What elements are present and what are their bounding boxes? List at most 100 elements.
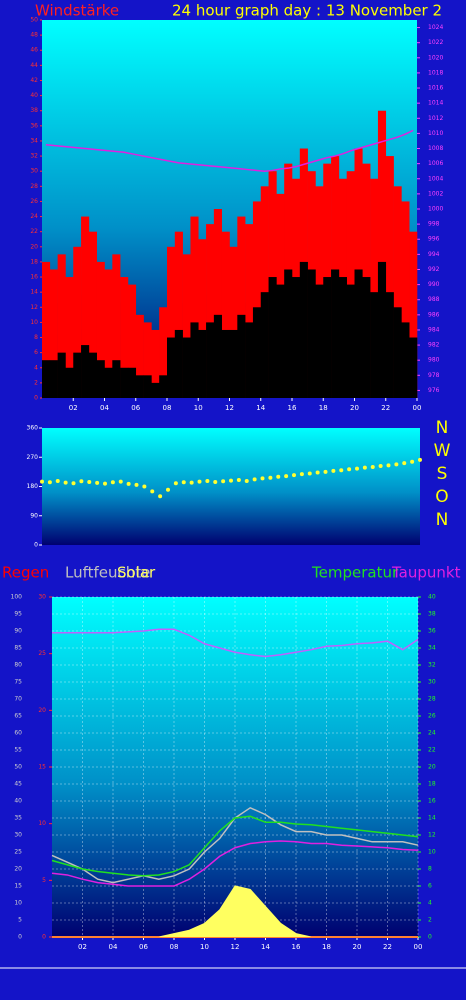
point <box>323 469 328 474</box>
bar <box>151 382 160 398</box>
x-tick-label: 18 <box>322 943 331 951</box>
point <box>252 477 257 482</box>
bar <box>104 269 113 398</box>
series-line <box>52 628 419 658</box>
bar <box>112 254 121 398</box>
x-tick-label: 16 <box>292 943 301 951</box>
y2-tick-label: 16 <box>428 798 436 805</box>
y2-tick-label: 1002 <box>428 190 443 197</box>
y2-tick-label: 1014 <box>428 100 443 107</box>
y2-tick-label: 36 <box>428 628 436 635</box>
point <box>268 475 273 480</box>
y-tick-label: 8 <box>34 334 38 341</box>
y2-tick-label: 1016 <box>428 85 443 92</box>
y2-tick-label: 1022 <box>428 39 443 46</box>
x-tick-label: 16 <box>288 404 297 412</box>
point <box>197 479 202 484</box>
x-tick-label: 04 <box>100 404 109 412</box>
bar <box>252 201 262 398</box>
bar <box>362 277 371 398</box>
legend-label: Solar <box>117 564 156 582</box>
x-tick-label: 06 <box>139 943 148 951</box>
y2-tick-label: 986 <box>428 311 440 318</box>
bar <box>57 254 66 398</box>
point <box>181 480 186 485</box>
point <box>103 481 107 486</box>
y2-tick-label: 26 <box>428 713 436 720</box>
point <box>71 481 76 486</box>
bar <box>81 345 90 398</box>
bar <box>221 231 230 398</box>
point <box>339 468 344 473</box>
bar <box>229 329 238 398</box>
rain-tick-label: 0 <box>42 934 46 941</box>
y-tick-label: 2 <box>34 379 38 386</box>
rain-tick-label: 20 <box>38 707 46 714</box>
bar <box>120 367 129 398</box>
point <box>166 487 170 492</box>
point <box>276 474 281 479</box>
y-tick-label: 32 <box>30 153 38 160</box>
bar <box>182 254 191 398</box>
y-tick-label: 5 <box>18 917 22 924</box>
y2-tick-label: 12 <box>428 832 436 839</box>
bar <box>143 375 152 398</box>
y-tick-label: 24 <box>30 213 38 220</box>
bar <box>127 284 137 398</box>
bar <box>237 216 246 398</box>
y2-tick-label: 990 <box>428 281 440 288</box>
bar <box>206 322 215 398</box>
bar <box>120 277 129 398</box>
point <box>299 472 304 477</box>
y-tick-label: 6 <box>34 349 38 356</box>
point <box>158 494 163 499</box>
bar <box>393 186 402 398</box>
y-tick-label: 0 <box>34 395 38 402</box>
y-tick-label: 60 <box>14 730 22 737</box>
y-tick-label: 40 <box>14 798 22 805</box>
x-tick-label: 08 <box>170 943 179 951</box>
y-tick-label: 90 <box>30 512 38 519</box>
x-tick-label: 06 <box>131 404 140 412</box>
bar <box>377 261 387 398</box>
bar <box>299 261 308 398</box>
y-tick-label: 10 <box>30 319 38 326</box>
bar <box>104 367 113 398</box>
point <box>315 470 320 475</box>
x-tick-label: 14 <box>256 404 265 412</box>
bar <box>159 375 168 398</box>
y-tick-label: 44 <box>30 62 38 69</box>
point <box>402 461 407 466</box>
direction-label: S <box>437 464 448 484</box>
y2-tick-label: 14 <box>428 815 436 822</box>
y2-tick-label: 996 <box>428 236 440 243</box>
point <box>110 480 115 485</box>
point <box>63 480 68 485</box>
bar <box>307 269 316 398</box>
y-tick-label: 0 <box>18 934 22 941</box>
y2-tick-label: 22 <box>428 747 436 754</box>
point <box>347 467 352 472</box>
y-tick-label: 50 <box>14 764 22 771</box>
bar <box>268 277 277 398</box>
point <box>173 481 178 486</box>
y2-tick-label: 1020 <box>428 54 443 61</box>
bar <box>167 246 176 398</box>
bar <box>57 352 66 398</box>
y-tick-label: 42 <box>30 77 38 84</box>
bar <box>346 284 355 398</box>
y2-tick-label: 34 <box>428 645 436 652</box>
y-tick-label: 100 <box>11 594 23 601</box>
point <box>55 478 60 483</box>
point <box>260 476 265 481</box>
y-tick-label: 70 <box>14 696 22 703</box>
y-tick-label: 4 <box>34 364 38 371</box>
y-tick-label: 25 <box>14 849 22 856</box>
chart-title: Windstärke <box>35 2 119 20</box>
y-tick-label: 85 <box>14 645 22 652</box>
point <box>331 468 336 473</box>
point <box>79 479 84 484</box>
bar <box>88 352 97 398</box>
x-tick-label: 18 <box>319 404 328 412</box>
point <box>394 462 399 467</box>
